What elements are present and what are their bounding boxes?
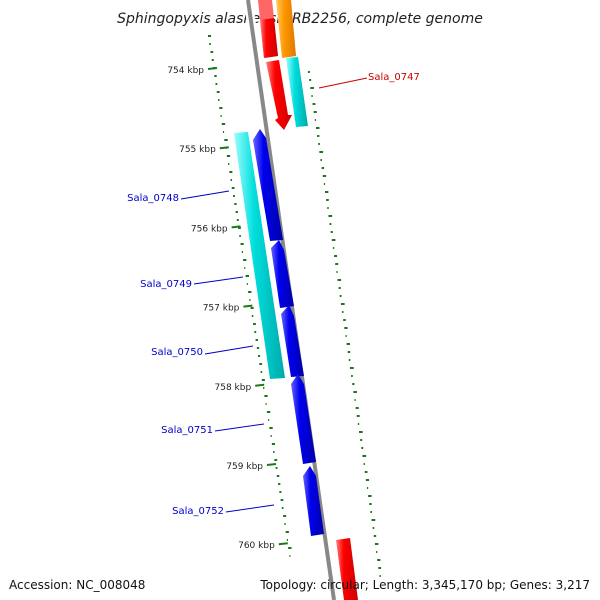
gene-label-Sala_0749[interactable]: Sala_0749 <box>140 279 192 290</box>
tick-label: 760 kbp <box>238 541 275 551</box>
gc-content-track-outer <box>308 71 382 577</box>
tick-label: 759 kbp <box>226 462 263 472</box>
gene-forward-1[interactable] <box>266 60 292 130</box>
feature-top-orange <box>276 0 296 58</box>
gene-label-Sala_0748[interactable]: Sala_0748 <box>127 193 179 204</box>
feature-bottom-red[interactable] <box>336 538 358 600</box>
gene-label-Sala_0751[interactable]: Sala_0751 <box>161 425 213 436</box>
feature-top-left-red <box>260 18 278 58</box>
tick-label: 756 kbp <box>191 224 228 234</box>
tick-mark <box>231 225 241 229</box>
accession-text: Accession: NC_008048 <box>9 578 146 592</box>
leader-line-Sala_0749 <box>193 276 244 285</box>
leader-line-Sala_0751 <box>214 423 265 432</box>
map-title: Sphingopyxis alaskensis RB2256, complete… <box>117 11 483 27</box>
gc-content-track-inner <box>208 35 292 557</box>
leader-line-Sala_0747 <box>318 77 368 89</box>
gene-Sala_0748[interactable] <box>253 129 283 241</box>
tick-mark <box>207 67 218 70</box>
feature-cyan-long <box>234 132 285 379</box>
leader-line-Sala_0750 <box>204 345 254 355</box>
tick-mark <box>243 304 253 308</box>
coordinate-ticks: 754 kbp 755 kbp 756 kbp 757 kbp 758 kbp 759 k… <box>167 66 288 551</box>
tick-label: 757 kbp <box>203 304 240 314</box>
gene-Sala_0751[interactable] <box>291 374 316 464</box>
gene-Sala_0752[interactable] <box>303 466 324 536</box>
leader-line-Sala_0748 <box>180 190 230 200</box>
tick-mark <box>219 146 229 150</box>
tick-mark <box>266 463 277 466</box>
gene-label-Sala_0750[interactable]: Sala_0750 <box>151 347 203 358</box>
leader-line-Sala_0752 <box>225 504 275 513</box>
tick-mark <box>255 383 265 387</box>
gene-Sala_0750[interactable] <box>281 305 304 377</box>
tick-mark <box>278 542 288 546</box>
tick-label: 758 kbp <box>215 383 252 393</box>
gene-label-Sala_0752[interactable]: Sala_0752 <box>172 506 224 517</box>
gene-Sala_0749[interactable] <box>271 240 294 308</box>
tick-label: 755 kbp <box>179 145 216 155</box>
gene-label-Sala_0747[interactable]: Sala_0747 <box>368 72 420 83</box>
tick-label: 754 kbp <box>167 66 204 76</box>
topology-summary-text: Topology: circular; Length: 3,345,170 bp… <box>260 578 590 592</box>
gene-Sala_0747-cyan[interactable] <box>286 57 308 127</box>
